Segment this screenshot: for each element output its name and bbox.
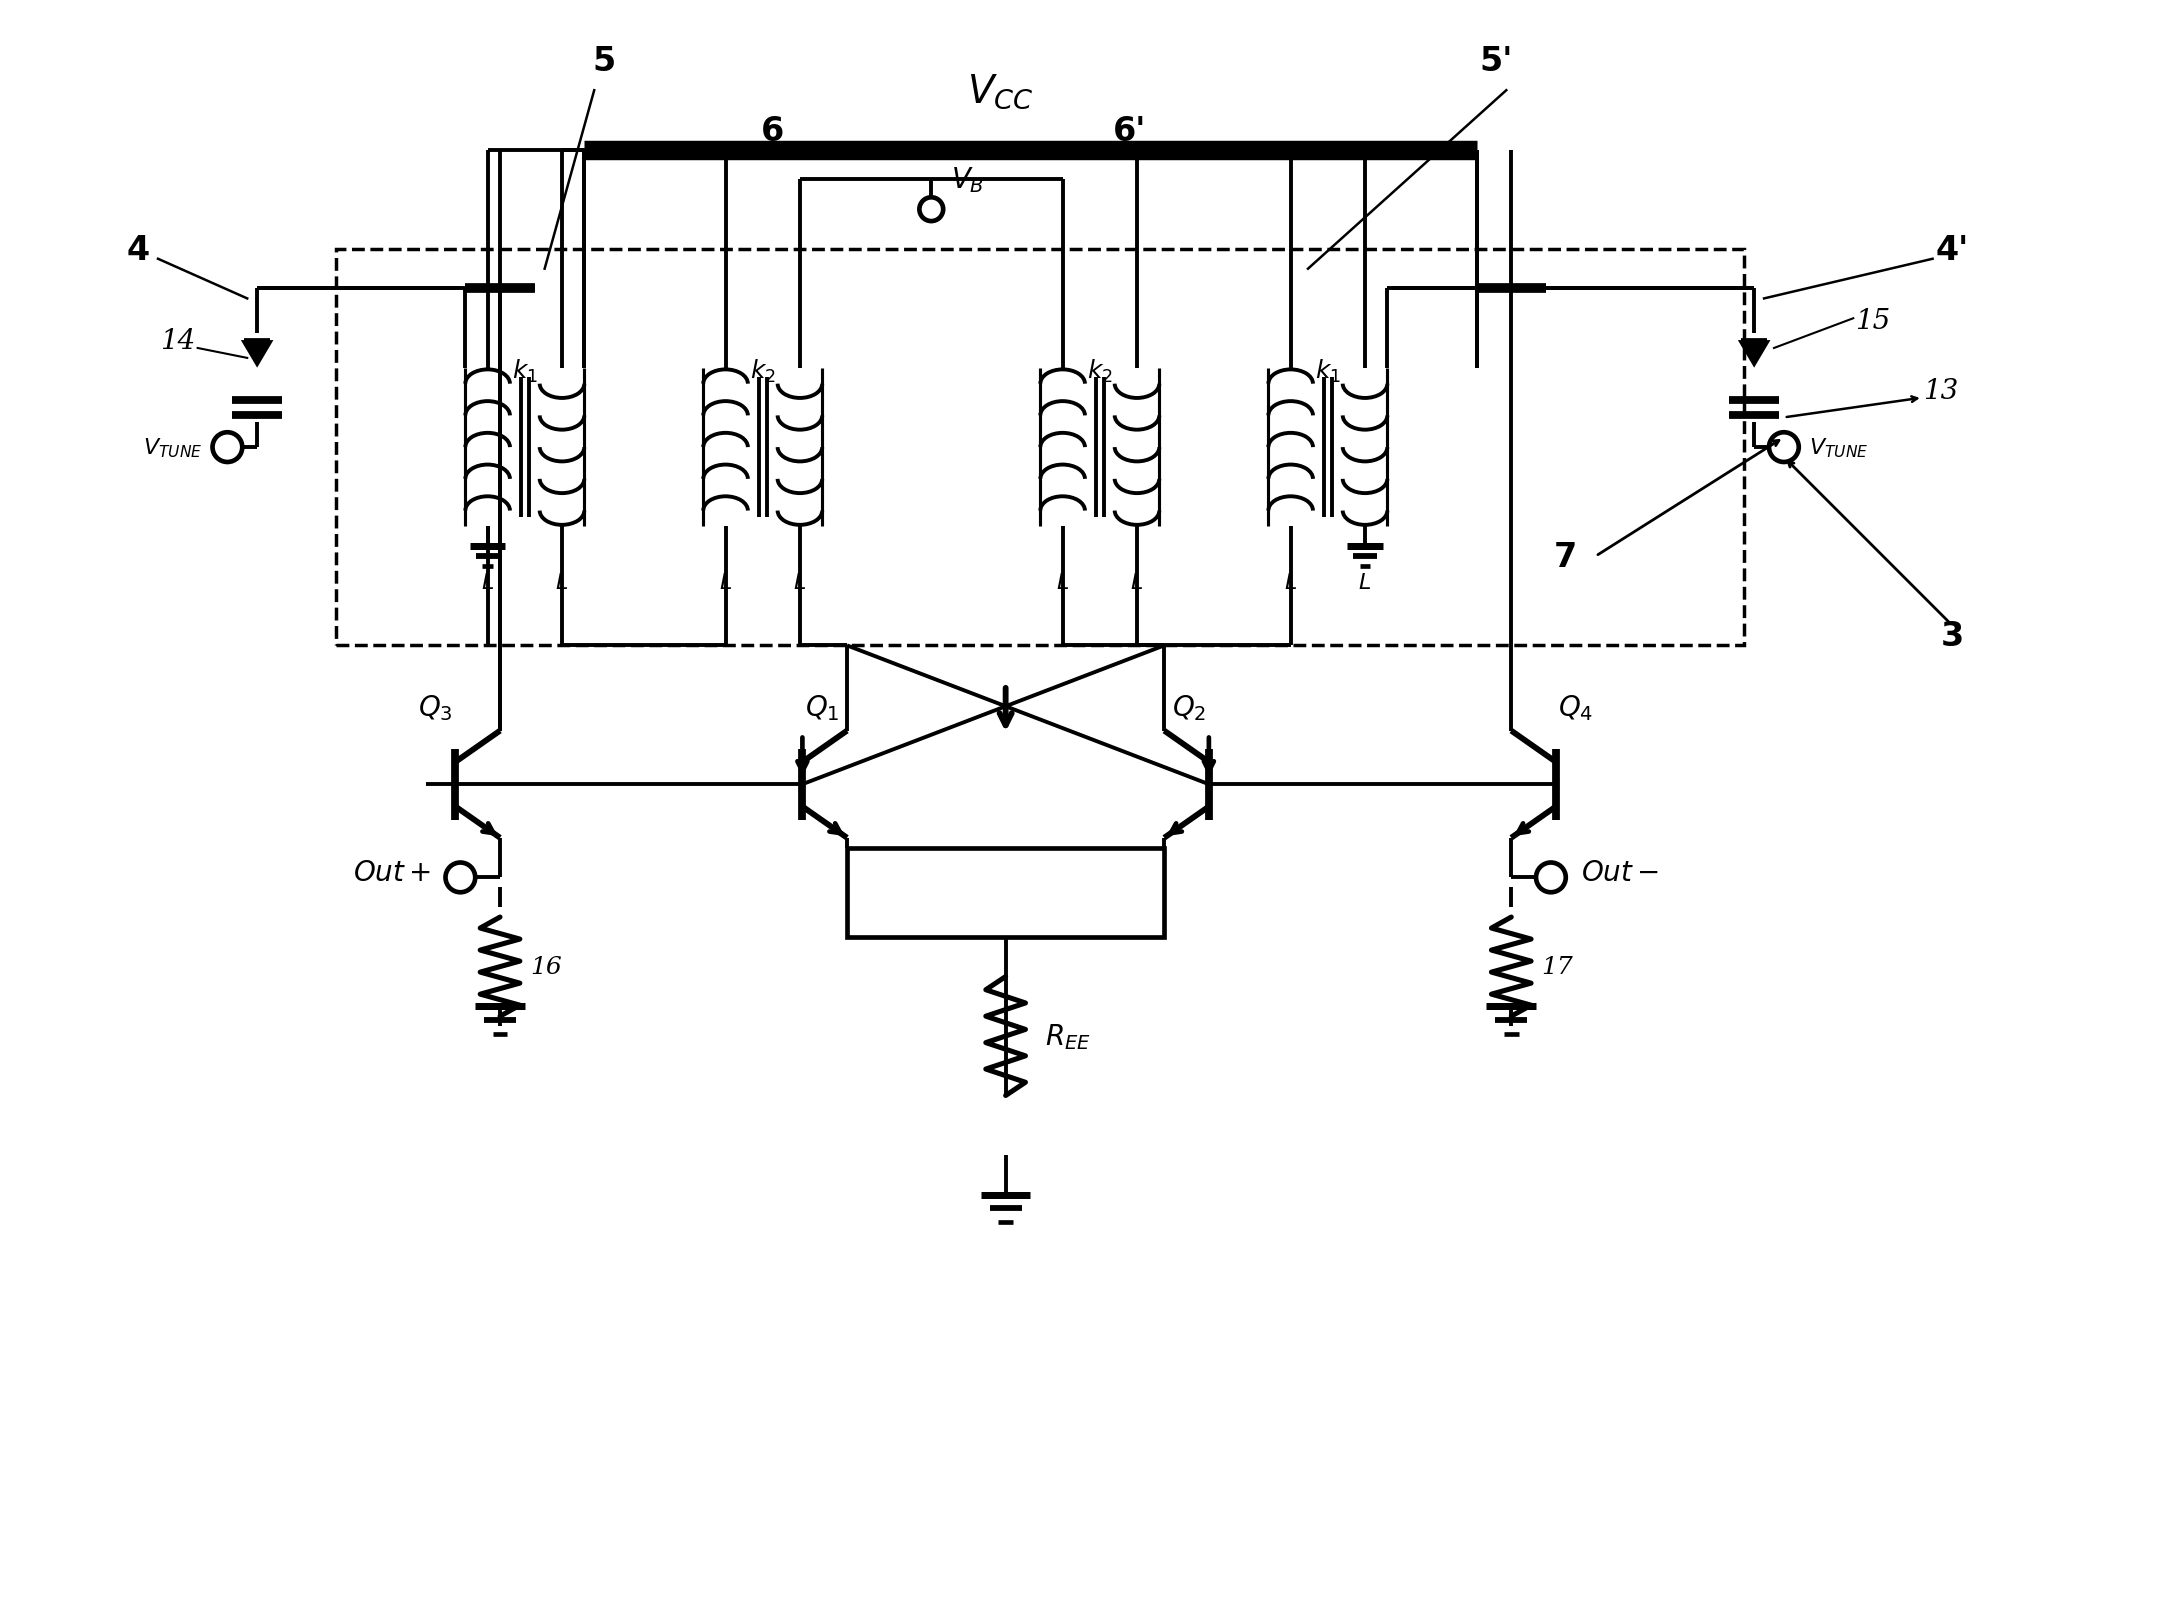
Text: $R_{EE}$: $R_{EE}$ <box>1045 1022 1090 1051</box>
Text: $\mathit{L}$: $\mathit{L}$ <box>555 571 568 594</box>
Text: $\mathit{k_1}$: $\mathit{k_1}$ <box>512 357 538 384</box>
Text: $\mathit{L}$: $\mathit{L}$ <box>1358 571 1371 594</box>
Text: $\mathit{L}$: $\mathit{L}$ <box>1285 571 1298 594</box>
Text: $\mathit{V_B}$: $\mathit{V_B}$ <box>952 166 985 195</box>
Text: $\mathit{k_2}$: $\mathit{k_2}$ <box>749 357 775 384</box>
Text: $\mathit{V_{TUNE}}$: $\mathit{V_{TUNE}}$ <box>1809 436 1868 460</box>
Polygon shape <box>1742 342 1766 365</box>
Text: $\mathit{L}$: $\mathit{L}$ <box>792 571 807 594</box>
Text: 13: 13 <box>1924 378 1958 404</box>
Text: 5: 5 <box>592 45 615 79</box>
Text: $\mathit{L}$: $\mathit{L}$ <box>1131 571 1144 594</box>
Text: $\mathit{L}$: $\mathit{L}$ <box>719 571 732 594</box>
Text: $\mathit{k_2}$: $\mathit{k_2}$ <box>1086 357 1112 384</box>
Text: $Q_1$: $Q_1$ <box>805 692 840 721</box>
Text: $Q_3$: $Q_3$ <box>419 692 453 721</box>
Text: 4': 4' <box>1937 234 1969 266</box>
Text: $\mathit{V_{CC}}$: $\mathit{V_{CC}}$ <box>967 73 1034 111</box>
Text: 6: 6 <box>760 115 784 148</box>
Text: 15: 15 <box>1855 308 1891 336</box>
Polygon shape <box>244 342 270 365</box>
Text: 3: 3 <box>1941 620 1965 654</box>
Text: 5': 5' <box>1479 45 1513 79</box>
Text: $\mathit{L}$: $\mathit{L}$ <box>1056 571 1069 594</box>
Bar <box>337 250 1744 646</box>
Bar <box>846 847 1164 938</box>
Text: 7: 7 <box>1554 541 1578 573</box>
Text: $\mathit{Out-}$: $\mathit{Out-}$ <box>1580 859 1658 886</box>
Text: $\mathit{L}$: $\mathit{L}$ <box>481 571 494 594</box>
Text: $\mathit{V_{TUNE}}$: $\mathit{V_{TUNE}}$ <box>142 436 203 460</box>
Text: $\mathit{Out+}$: $\mathit{Out+}$ <box>352 859 430 886</box>
Text: $\mathit{k_1}$: $\mathit{k_1}$ <box>1315 357 1341 384</box>
Text: 16: 16 <box>529 955 561 978</box>
Text: $Q_2$: $Q_2$ <box>1172 692 1207 721</box>
Text: 6': 6' <box>1112 115 1146 148</box>
Text: 14: 14 <box>160 328 196 355</box>
Text: 4: 4 <box>127 234 149 266</box>
Text: $Q_4$: $Q_4$ <box>1559 692 1593 721</box>
Text: 17: 17 <box>1542 955 1572 978</box>
